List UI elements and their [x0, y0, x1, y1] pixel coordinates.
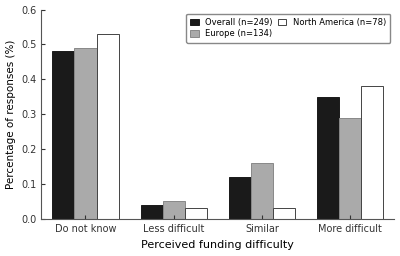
Bar: [52, 51, 74, 219]
Bar: [74, 48, 96, 219]
Bar: [251, 163, 273, 219]
X-axis label: Perceived funding difficulty: Perceived funding difficulty: [142, 240, 294, 250]
Legend: Overall (n=249), Europe (n=134), North America (n=78): Overall (n=249), Europe (n=134), North A…: [186, 14, 390, 42]
Bar: [229, 177, 251, 219]
Bar: [163, 201, 185, 219]
Bar: [141, 205, 163, 219]
Bar: [339, 118, 361, 219]
Bar: [273, 208, 295, 219]
Bar: [96, 34, 118, 219]
Bar: [361, 86, 384, 219]
Bar: [317, 97, 339, 219]
Bar: [185, 208, 207, 219]
Y-axis label: Percentage of responses (%): Percentage of responses (%): [6, 39, 16, 189]
